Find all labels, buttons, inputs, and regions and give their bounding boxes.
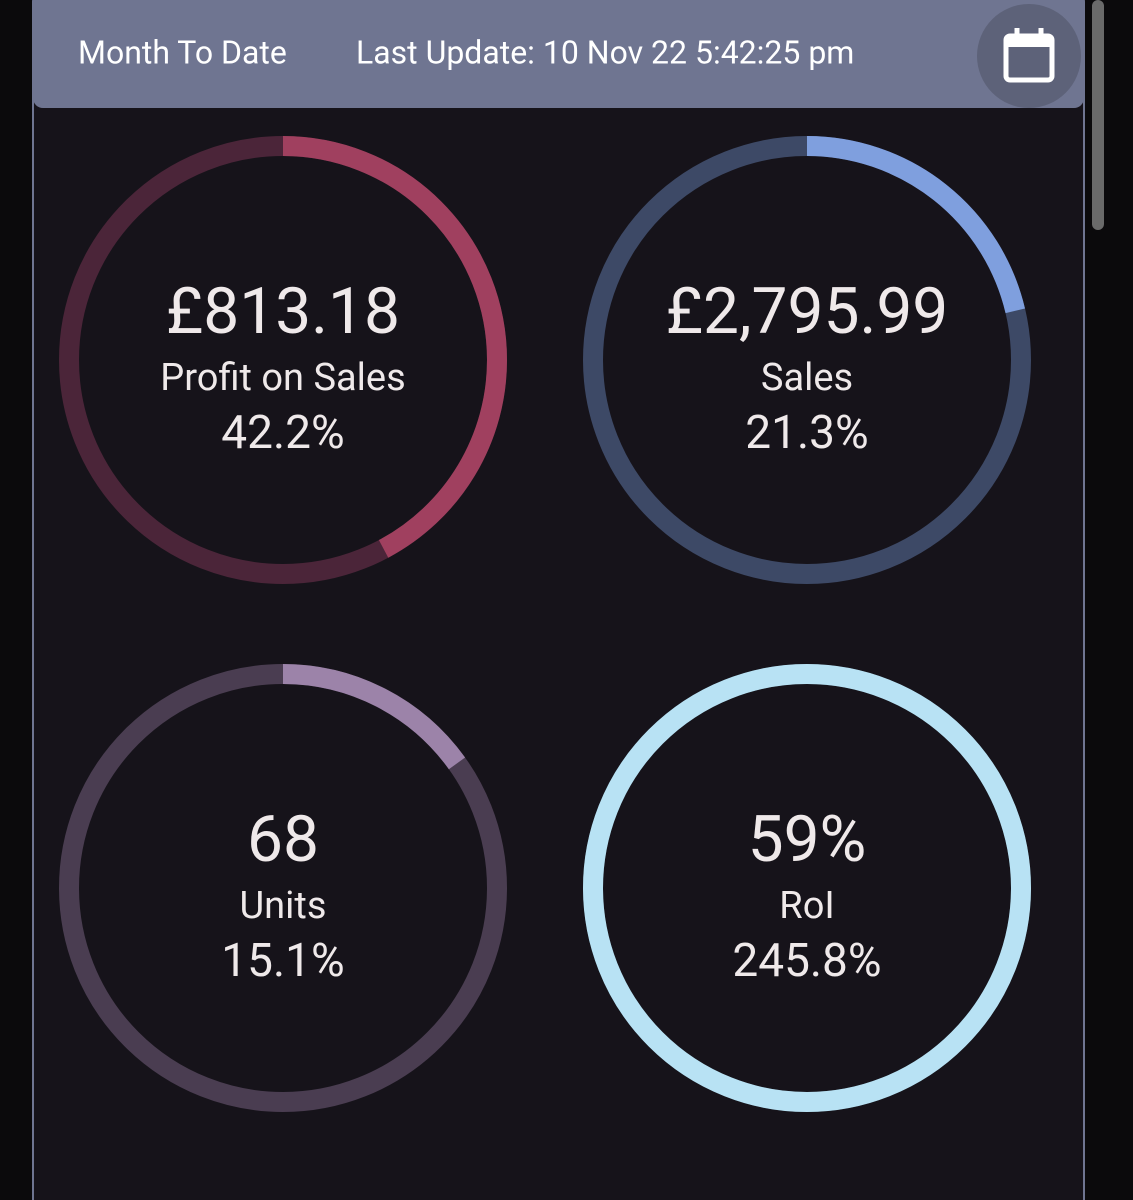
gauge-value: £2,795.99 xyxy=(666,274,949,349)
gauge-arc xyxy=(59,136,507,584)
scrollbar[interactable] xyxy=(1092,0,1104,230)
gauge-percent: 15.1% xyxy=(221,934,344,988)
gauge-label: Units xyxy=(240,884,327,928)
calendar-button[interactable] xyxy=(977,4,1081,108)
gauge-percent: 245.8% xyxy=(732,934,881,988)
gauge-value: 68 xyxy=(247,802,319,877)
gauge-arc xyxy=(583,664,1031,1112)
gauge-percent: 42.2% xyxy=(221,406,344,460)
gauge-value: 59% xyxy=(748,802,867,877)
gauge-label: Profit on Sales xyxy=(160,356,405,400)
gauge-label: Sales xyxy=(761,356,853,400)
panel xyxy=(32,0,1085,1200)
header-title: Month To Date xyxy=(78,33,287,71)
gauge-label: RoI xyxy=(779,884,834,928)
gauge-value: £813.18 xyxy=(166,274,400,349)
header-bar xyxy=(33,0,1084,108)
gauge-percent: 21.3% xyxy=(745,406,868,460)
last-update: Last Update: 10 Nov 22 5:42:25 pm xyxy=(356,33,854,71)
gauge-arc xyxy=(59,664,507,1112)
gauge-arc xyxy=(583,136,1031,584)
